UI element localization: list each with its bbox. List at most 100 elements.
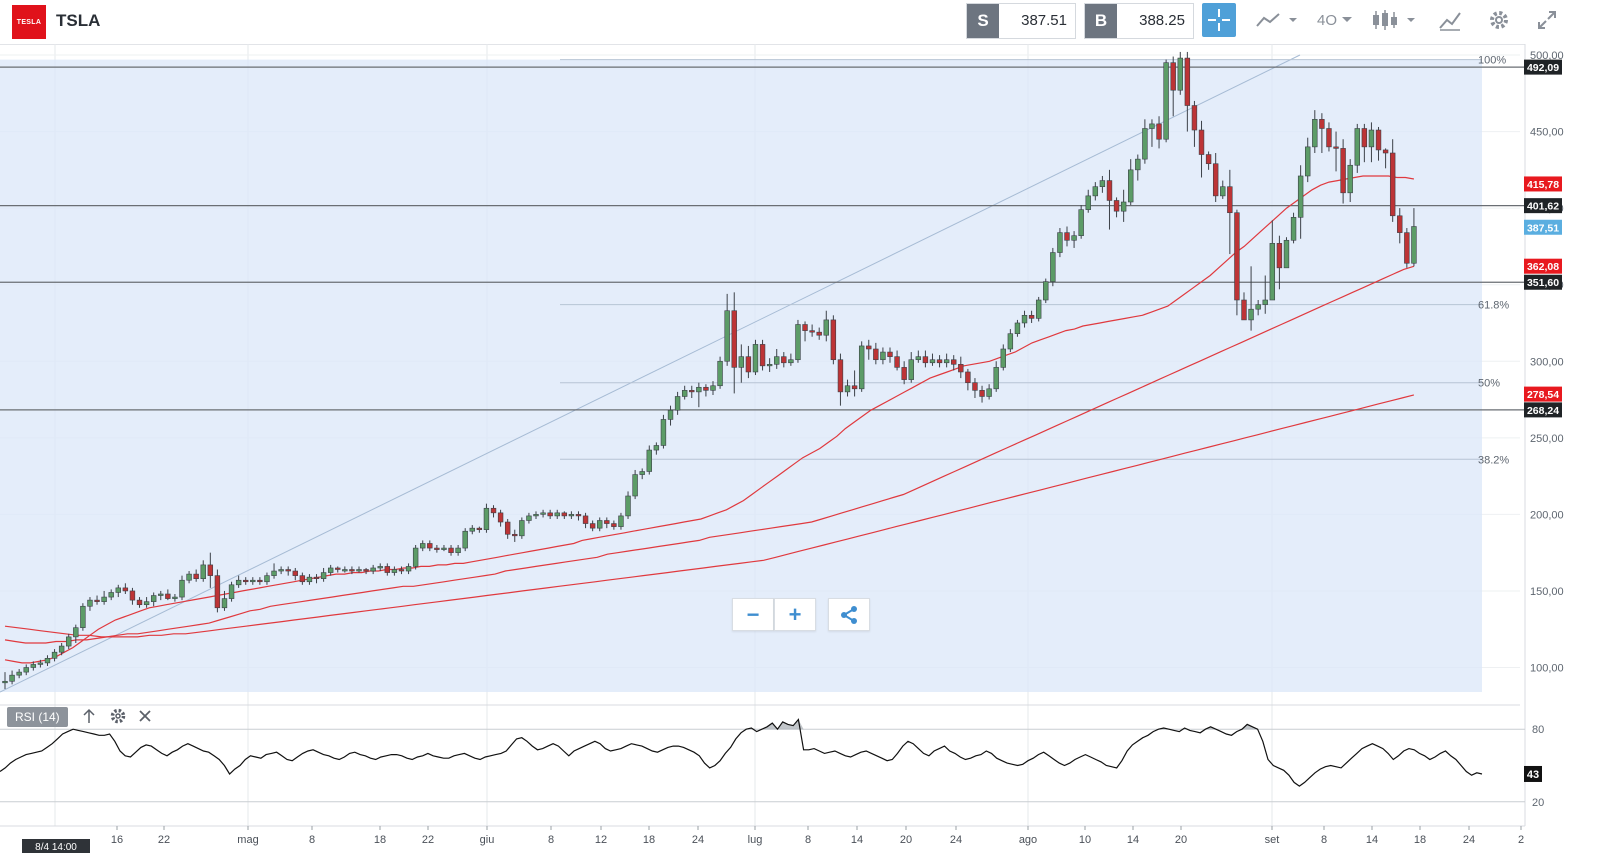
candle-body — [427, 543, 433, 549]
zoom-out-button[interactable]: − — [732, 598, 774, 631]
candle-body — [802, 324, 808, 331]
candle-body — [632, 474, 638, 497]
moving-average-line — [4, 394, 1415, 638]
level-tag: 492,09 — [1527, 62, 1559, 74]
candle-body — [150, 595, 157, 602]
candle-body — [1368, 129, 1375, 148]
share-icon — [841, 605, 857, 624]
candle-body — [1007, 333, 1014, 350]
candle-body — [9, 674, 15, 682]
price-chart[interactable]: 100% 61.8% 50% 38.2% 100,00 150,00 200,00 250,… — [0, 44, 1600, 866]
last-price-tag-bg — [1524, 219, 1562, 235]
candle-body — [384, 566, 391, 573]
candle-body — [278, 569, 284, 572]
candle-body — [639, 471, 645, 475]
candle-body — [306, 576, 313, 583]
interval-button[interactable]: 4O — [1312, 3, 1358, 37]
time-tick-label: giu — [480, 834, 495, 846]
candles-button[interactable] — [1370, 3, 1420, 37]
candle-body — [412, 547, 419, 567]
zoom-in-button[interactable]: + — [774, 598, 816, 631]
level-tag-bg — [1524, 402, 1562, 418]
candle-body — [788, 359, 794, 364]
expand-icon — [1538, 11, 1556, 29]
candle-body — [87, 599, 93, 607]
candle-body — [858, 345, 865, 390]
chart-type-button[interactable] — [1252, 3, 1302, 37]
candle-body — [936, 359, 943, 364]
candle-body — [66, 636, 72, 647]
price-tick-label: 250,00 — [1530, 433, 1564, 445]
candle-body — [951, 359, 957, 365]
candle-body — [1071, 235, 1077, 241]
candle-body — [540, 512, 546, 515]
candle-body — [235, 579, 242, 586]
candle-body — [597, 520, 603, 529]
last-price-tag: 387,51 — [1527, 222, 1559, 234]
candle-body — [405, 566, 412, 572]
candle-body — [136, 599, 143, 606]
candle-body — [660, 419, 667, 446]
share-button[interactable] — [828, 598, 870, 631]
candle-body — [476, 527, 483, 530]
candle-body — [391, 569, 398, 573]
buy-price-box[interactable]: B 388.25 — [1084, 3, 1194, 39]
ticker-symbol[interactable]: TSLA — [56, 11, 101, 30]
crosshair-button[interactable] — [1202, 3, 1236, 37]
cursor-date-label: 8/4 14:00 — [35, 842, 77, 853]
candle-body — [207, 564, 214, 576]
level-tag: 351,60 — [1527, 277, 1559, 289]
candle-body — [1276, 243, 1283, 269]
candle-body — [1262, 299, 1268, 305]
fib-level-label: 50% — [1478, 378, 1500, 390]
gear-icon — [1490, 11, 1508, 29]
candle-body — [965, 371, 971, 383]
time-tick-label: 18 — [643, 834, 655, 846]
candle-body — [745, 356, 752, 373]
sell-price-box[interactable]: S 387.51 — [966, 3, 1076, 39]
price-axis: 100,00150,00200,00250,00300,00350,00400,… — [1524, 44, 1600, 826]
price-axis-bg — [1525, 44, 1600, 826]
candle-body — [271, 570, 277, 576]
candle-body — [724, 310, 730, 362]
candle-body — [129, 590, 136, 601]
candle-body — [1149, 123, 1155, 129]
interval-label: 4O — [1316, 11, 1337, 29]
price-tick-label: 200,00 — [1530, 509, 1564, 521]
horizontal-levels[interactable] — [0, 66, 1525, 411]
settings-button[interactable] — [1482, 3, 1516, 37]
candle-body — [214, 575, 221, 609]
candle-body — [80, 605, 86, 628]
fullscreen-button[interactable] — [1530, 3, 1564, 37]
candle-body — [1120, 201, 1127, 212]
rsi-indicator-label[interactable]: RSI (14) — [7, 707, 68, 727]
candle-body — [462, 530, 468, 549]
candle-body — [589, 523, 596, 529]
rsi-value-tag-bg — [1524, 765, 1542, 782]
ma-tag: 278,54 — [1527, 389, 1559, 401]
rsi-close-button[interactable] — [138, 707, 152, 727]
buy-price: 388.25 — [1139, 12, 1185, 29]
candle-body — [1014, 322, 1021, 334]
fibonacci-retracement[interactable]: 100% 61.8% 50% 38.2% — [0, 54, 1509, 693]
candle-body — [533, 514, 539, 517]
candle-body — [667, 409, 674, 420]
candle-body — [37, 662, 44, 665]
candle-body — [568, 514, 575, 517]
candle-body — [915, 356, 922, 361]
rsi-settings-button[interactable] — [109, 707, 127, 727]
candle-body — [108, 592, 114, 598]
time-tick-label: 24 — [692, 834, 704, 846]
candle-body — [851, 385, 858, 390]
candle-body — [703, 386, 709, 391]
candle-body — [448, 547, 454, 553]
time-tick-label: mag — [237, 834, 258, 846]
candle-body — [809, 330, 815, 333]
fib-level-label: 61.8% — [1478, 300, 1509, 312]
rsi-move-up-button[interactable] — [82, 707, 96, 727]
draw-tools-button[interactable] — [1432, 3, 1468, 37]
candle-body — [1255, 304, 1261, 310]
candle-body — [681, 390, 688, 397]
time-tick-label: 14 — [851, 834, 863, 846]
candle-body — [221, 598, 228, 609]
